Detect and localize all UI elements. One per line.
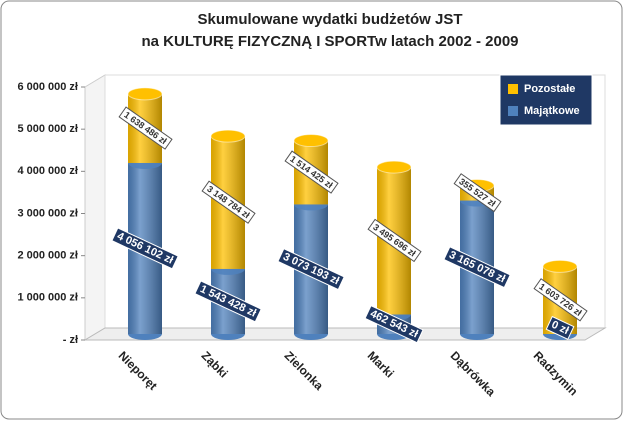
value-label-box [118,106,173,150]
value-label-box [533,278,588,322]
floor [83,327,607,341]
cylinder-top [542,259,578,273]
y-tick-label: 3 000 000 zł [17,207,78,219]
y-tick-label: 1 000 000 zł [17,292,78,304]
chart-title: Skumulowane wydatki budżetów JST [197,11,462,28]
cylinder-top [127,87,163,101]
cylinder-top [293,134,329,148]
value-label-box [201,180,256,224]
value-label-box [284,150,339,194]
y-tick-label: 6 000 000 zł [17,81,78,93]
value-label-box [277,248,345,291]
side-wall [84,74,106,341]
cylinder-top [376,160,412,174]
legend-label: Majątkowe [524,105,580,117]
legend-label: Pozostałe [524,83,575,95]
legend-swatch [508,106,518,116]
value-label-box [111,227,179,270]
legend-box [499,74,593,126]
y-tick-label: 4 000 000 zł [17,165,78,177]
value-label-box [443,246,511,289]
value-label-box [367,218,422,263]
value-label-box [364,305,424,344]
y-tick-label: 2 000 000 zł [17,250,78,262]
value-label-box [194,280,262,323]
y-tick-label: 5 000 000 zł [17,123,78,135]
y-tick-label: - zł [63,334,78,346]
value-label-box [453,173,502,213]
cylinder-top [210,129,246,143]
value-label: 0 zł [545,315,575,340]
value-label-box [545,315,575,340]
chart-subtitle: na KULTURĘ FIZYCZNĄ I SPORTw latach 2002… [141,33,518,50]
legend-swatch [508,84,518,94]
